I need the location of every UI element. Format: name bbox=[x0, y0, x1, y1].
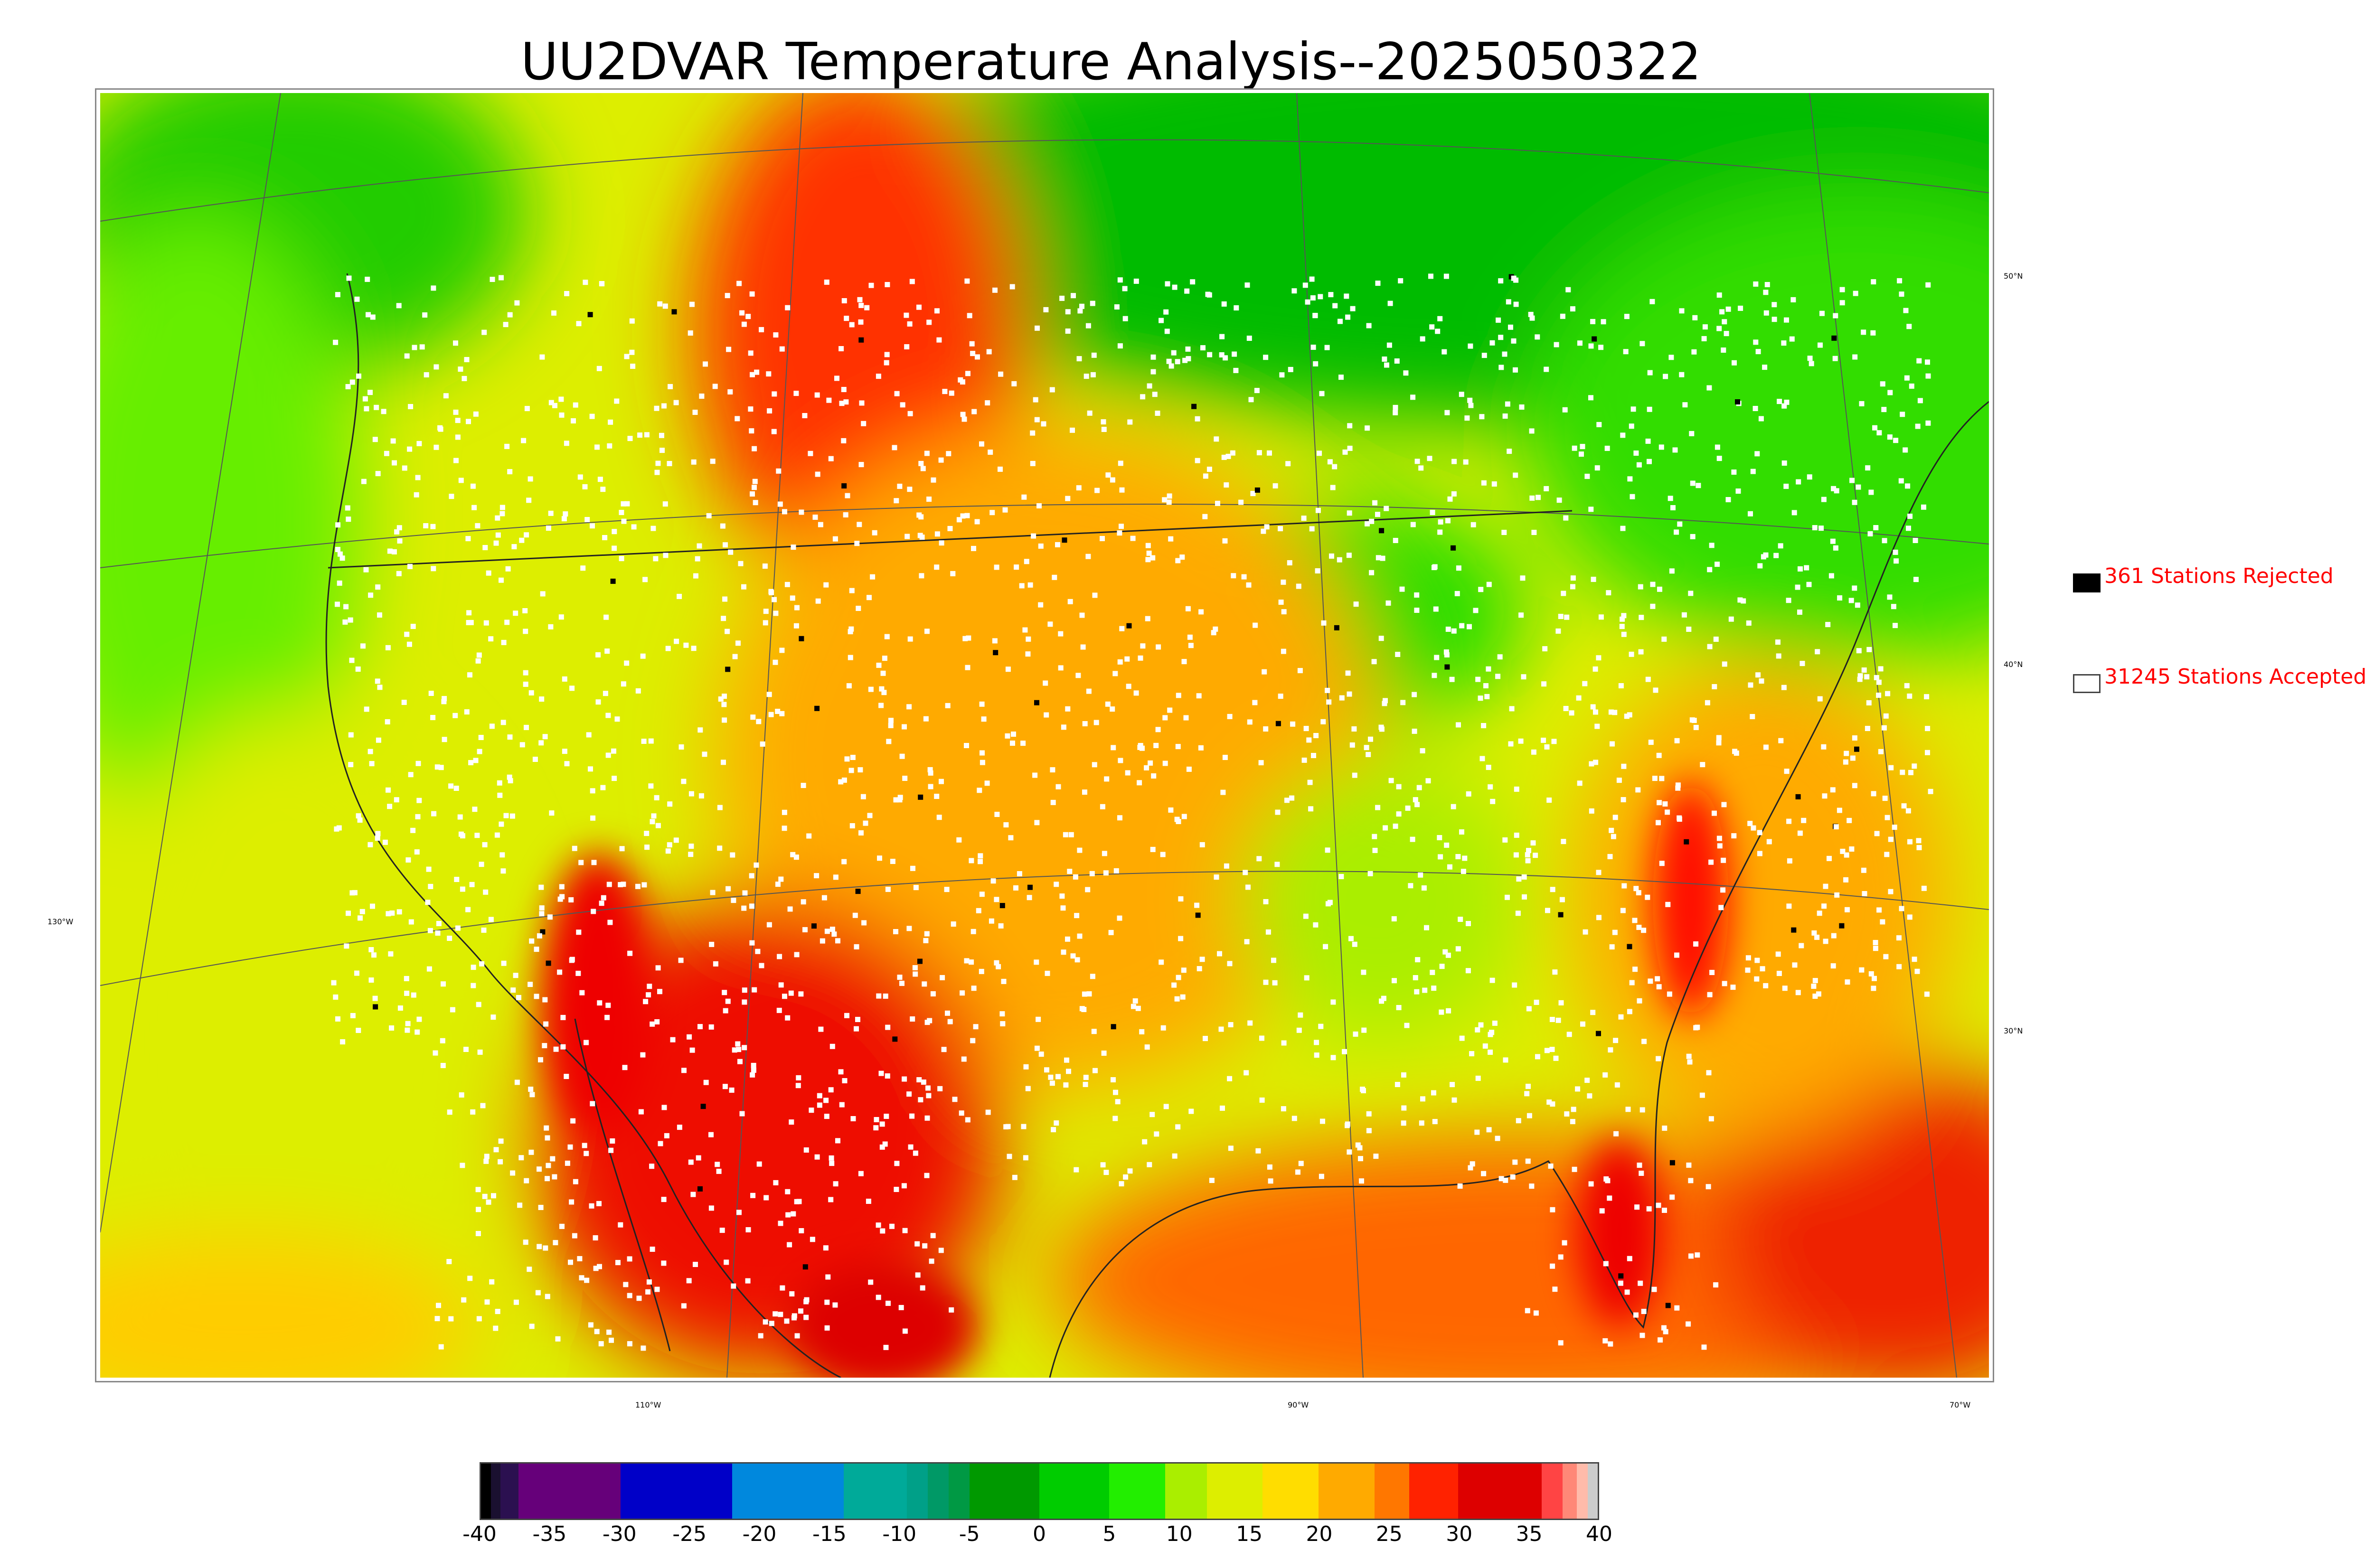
colorbar-segment bbox=[948, 1464, 970, 1519]
lon-label-70w: 70°W bbox=[1950, 1400, 1971, 1409]
colorbar-segment bbox=[1318, 1464, 1375, 1519]
colorbar bbox=[480, 1462, 1599, 1520]
colorbar-segment bbox=[1563, 1464, 1577, 1519]
temperature-field bbox=[100, 93, 1989, 1378]
colorbar-segment bbox=[481, 1464, 491, 1519]
accepted-swatch bbox=[2073, 674, 2101, 693]
colorbar-tick-label: 35 bbox=[1516, 1522, 1543, 1546]
colorbar-tick-label: 5 bbox=[1102, 1522, 1116, 1546]
colorbar-tick-label: -5 bbox=[959, 1522, 980, 1546]
colorbar-tick-label: -15 bbox=[812, 1522, 847, 1546]
colorbar-segment bbox=[1039, 1464, 1109, 1519]
colorbar-segment bbox=[490, 1464, 501, 1519]
colorbar-tick-label: 10 bbox=[1166, 1522, 1193, 1546]
lat-label-50n: 50°N bbox=[2004, 272, 2023, 281]
rejected-swatch bbox=[2073, 573, 2101, 592]
colorbar-segment bbox=[1409, 1464, 1458, 1519]
colorbar-tick-label: -30 bbox=[602, 1522, 637, 1546]
colorbar-tick-label: -40 bbox=[462, 1522, 497, 1546]
accepted-label: 31245 Stations Accepted bbox=[2104, 665, 2367, 689]
station-markers bbox=[331, 273, 1933, 1351]
colorbar-segment bbox=[518, 1464, 621, 1519]
lon-label-130w: 130°W bbox=[47, 917, 74, 926]
colorbar-segment bbox=[1165, 1464, 1207, 1519]
colorbar-segment bbox=[969, 1464, 1039, 1519]
colorbar-segment bbox=[1206, 1464, 1263, 1519]
colorbar-segment bbox=[1588, 1464, 1598, 1519]
colorbar-tick-label: 15 bbox=[1236, 1522, 1263, 1546]
rejected-label: 361 Stations Rejected bbox=[2104, 564, 2334, 588]
colorbar-segment bbox=[844, 1464, 907, 1519]
coastlines bbox=[325, 273, 1989, 1378]
colorbar-segment bbox=[1374, 1464, 1409, 1519]
colorbar-segment bbox=[1262, 1464, 1319, 1519]
lon-label-110w: 110°W bbox=[635, 1400, 661, 1409]
colorbar-segment bbox=[732, 1464, 844, 1519]
colorbar-tick-label: 25 bbox=[1375, 1522, 1403, 1546]
colorbar-segment bbox=[927, 1464, 949, 1519]
map-title: UU2DVAR Temperature Analysis--2025050322 bbox=[520, 32, 1702, 92]
colorbar-segment bbox=[500, 1464, 519, 1519]
lat-label-40n: 40°N bbox=[2004, 660, 2023, 669]
colorbar-tick-label: 30 bbox=[1446, 1522, 1473, 1546]
colorbar-tick-label: 20 bbox=[1306, 1522, 1333, 1546]
colorbar-tick-label: 0 bbox=[1033, 1522, 1046, 1546]
colorbar-tick-label: -20 bbox=[742, 1522, 777, 1546]
colorbar-tick-label: -25 bbox=[672, 1522, 707, 1546]
colorbar-segment bbox=[1542, 1464, 1563, 1519]
colorbar-tick-label: -35 bbox=[532, 1522, 567, 1546]
colorbar-segment bbox=[1109, 1464, 1165, 1519]
lon-label-90w: 90°W bbox=[1288, 1400, 1309, 1409]
lat-label-30n: 30°N bbox=[2004, 1026, 2023, 1035]
colorbar-segment bbox=[620, 1464, 733, 1519]
colorbar-segment bbox=[906, 1464, 928, 1519]
graticule bbox=[100, 93, 1989, 1378]
colorbar-segment bbox=[1458, 1464, 1542, 1519]
colorbar-tick-label: 40 bbox=[1586, 1522, 1612, 1546]
colorbar-tick-label: -10 bbox=[882, 1522, 917, 1546]
temperature-map bbox=[100, 93, 1989, 1378]
colorbar-segment bbox=[1576, 1464, 1588, 1519]
